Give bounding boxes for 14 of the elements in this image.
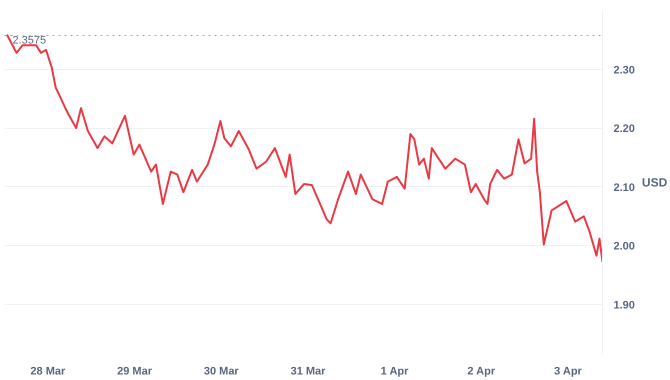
x-tick-label: 29 Mar — [117, 366, 153, 378]
x-tick-label: 3 Apr — [554, 366, 583, 378]
ref-line-label: 2.3575 — [12, 34, 46, 46]
y-tick-label: 1.90 — [614, 300, 635, 312]
y-tick-label: 2.00 — [614, 240, 635, 253]
y-tick-label: 2.20 — [614, 123, 635, 136]
x-tick-label: 1 Apr — [380, 366, 410, 378]
y-tick-label: 2.10 — [614, 182, 635, 194]
y-tick-label: 2.30 — [614, 64, 635, 76]
x-tick-label: 28 Mar — [30, 366, 66, 378]
x-tick-label: 2 Apr — [467, 366, 496, 378]
x-tick-label: 31 Mar — [290, 366, 326, 378]
x-tick-label: 30 Mar — [204, 366, 240, 378]
y-axis-title: USD — [642, 176, 668, 190]
